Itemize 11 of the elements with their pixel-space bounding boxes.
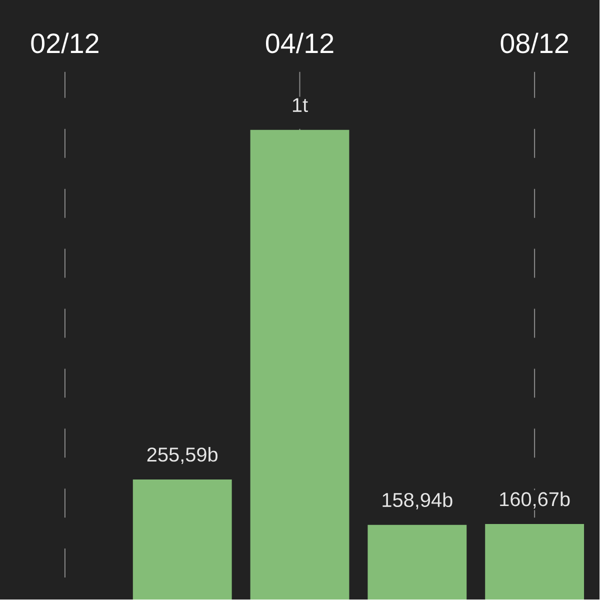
x-tick-label: 08/12 (501, 32, 568, 54)
bar (368, 524, 467, 600)
data-label: 160,67b (500, 492, 570, 509)
bar (133, 479, 232, 600)
data-label: 255,59b (148, 447, 218, 464)
bar (485, 524, 584, 600)
data-label: 158,94b (382, 492, 453, 510)
x-tick-label: 02/12 (31, 32, 99, 54)
x-tick-label: 04/12 (266, 32, 334, 54)
bar (250, 130, 350, 600)
data-label: 1t (293, 98, 308, 112)
